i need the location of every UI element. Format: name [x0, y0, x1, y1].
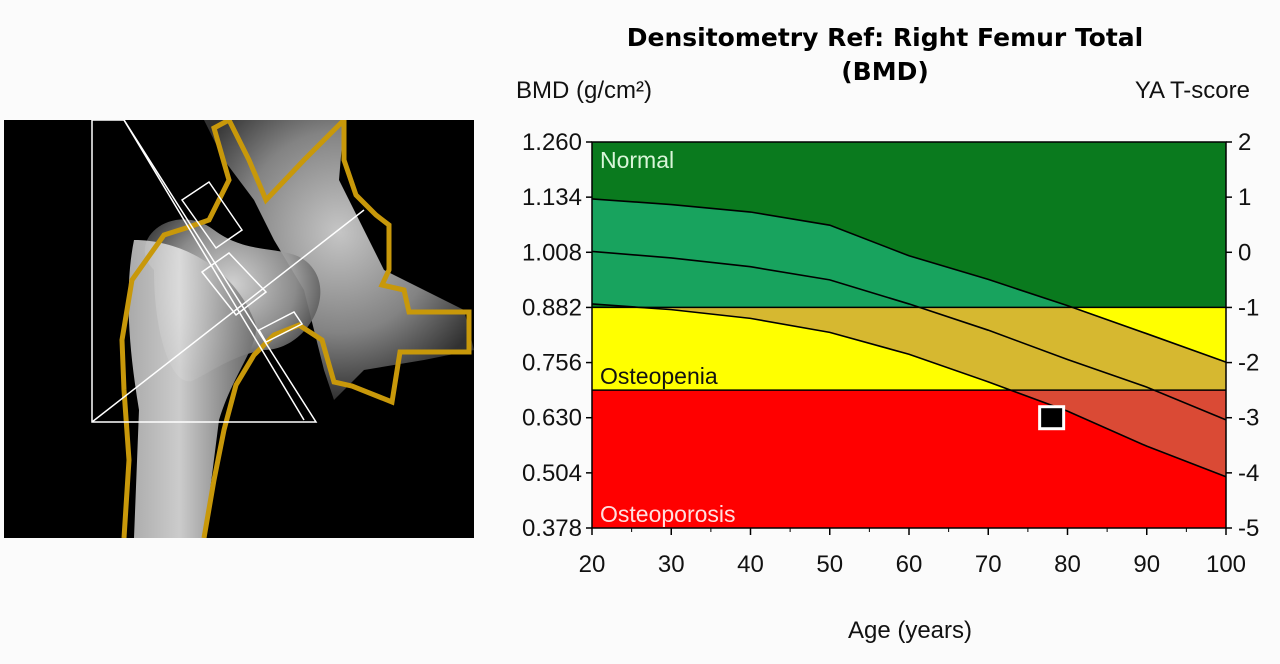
bone-outline: [119, 120, 472, 538]
y-tick-label: 1.134: [522, 184, 582, 211]
y2-tick-label: -1: [1238, 294, 1259, 321]
x-tick-label: 30: [658, 551, 685, 578]
zone-label-layer: Normal Osteopenia Osteoporosis: [600, 147, 736, 527]
y-tick-label: 1.008: [522, 239, 582, 266]
pelvis-bone: [204, 120, 474, 400]
x-tick-label: 50: [816, 551, 843, 578]
x-tick-label: 80: [1054, 551, 1081, 578]
y2-tick-label: -2: [1238, 350, 1259, 377]
y2-tick-label: 1: [1238, 184, 1251, 211]
y-tick-label: 0.630: [522, 405, 582, 432]
y-tick-label: 0.378: [522, 515, 582, 542]
femur-shaft: [128, 240, 256, 538]
zone-label-osteopenia: Osteopenia: [600, 363, 718, 389]
y2-tick-label: 0: [1238, 239, 1251, 266]
x-tick-label: 90: [1133, 551, 1160, 578]
y-tick-label: 0.756: [522, 350, 582, 377]
x-tick-label: 20: [579, 551, 606, 578]
reference-curve-3: [591, 303, 1227, 478]
y2-tick-label: -5: [1238, 515, 1259, 542]
y-axis-label: BMD (g/cm²): [516, 77, 652, 104]
zone-label-osteoporosis: Osteoporosis: [600, 501, 736, 527]
x-tick-label: 70: [975, 551, 1002, 578]
roi-overlay: [91, 120, 365, 423]
tick-layer: 1.260 1.134 1.008 0.882 0.756 0.630 0.504 0.378…: [522, 129, 1259, 578]
zone-label-normal: Normal: [600, 147, 674, 173]
y2-tick-label: -4: [1238, 460, 1259, 487]
y2-axis-label: YA T-score: [1135, 77, 1250, 104]
reference-curve-2: [591, 250, 1227, 421]
reference-curve-layer: [591, 198, 1227, 478]
y-tick-label: 1.260: [522, 129, 582, 156]
x-tick-label: 60: [896, 551, 923, 578]
x-tick-label: 40: [737, 551, 764, 578]
chart-title-line1: Densitometry Ref: Right Femur Total: [627, 23, 1144, 52]
y-tick-label: 0.504: [522, 460, 582, 487]
y2-tick-label: -3: [1238, 405, 1259, 432]
chart-title-line2: (BMD): [841, 57, 929, 86]
reference-band-normal: [592, 198, 1073, 308]
reference-band-osteopenia: [640, 307, 1226, 391]
x-tick-label: 100: [1206, 551, 1246, 578]
reference-curve-1: [591, 198, 1227, 363]
y2-tick-label: 2: [1238, 129, 1251, 156]
y-tick-label: 0.882: [522, 294, 582, 321]
hip-scan-image: [4, 120, 474, 538]
x-axis-label: Age (years): [848, 617, 972, 644]
patient-point-layer: [1038, 405, 1066, 431]
patient-measurement-marker: [1038, 405, 1066, 431]
